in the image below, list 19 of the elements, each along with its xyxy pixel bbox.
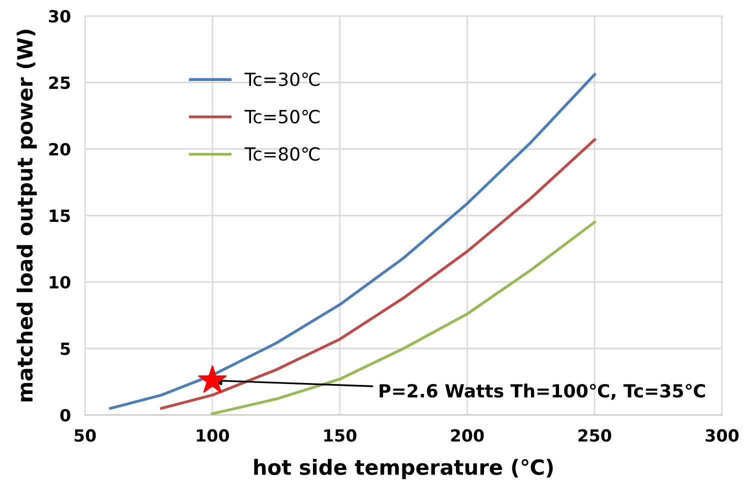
x-axis-title: hot side temperature (℃)	[254, 458, 553, 480]
y-tick-label: 10	[50, 276, 70, 289]
x-tick-label: 250	[578, 429, 612, 442]
x-tick-label: 50	[74, 429, 96, 442]
legend-label: Tc=50℃	[244, 110, 320, 124]
y-tick-label: 25	[49, 76, 70, 90]
y-axis-title: matched load output power (W)	[16, 30, 37, 402]
y-tick-label: 0	[60, 408, 70, 422]
legend-label: Tc=30℃	[244, 72, 320, 86]
x-tick-label: 100	[196, 429, 229, 442]
annotation: P=2.6 Watts Th=100℃, Tc=35℃	[380, 384, 705, 400]
y-tick-label: 20	[49, 142, 70, 156]
x-tick-label: 150	[324, 429, 356, 442]
x-tick-label: 300	[706, 429, 739, 442]
y-tick-label: 30	[49, 10, 70, 23]
x-tick-label: 200	[451, 429, 484, 442]
legend-label: Tc=80℃	[244, 147, 320, 161]
y-tick-label: 5	[60, 342, 70, 356]
y-tick-label: 15	[50, 210, 70, 222]
